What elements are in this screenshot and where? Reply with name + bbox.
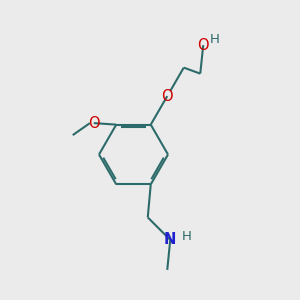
Text: H: H [210,33,220,46]
Text: O: O [88,116,100,130]
Text: O: O [197,38,209,52]
Text: O: O [161,88,173,104]
Text: N: N [164,232,176,247]
Text: H: H [182,230,192,243]
